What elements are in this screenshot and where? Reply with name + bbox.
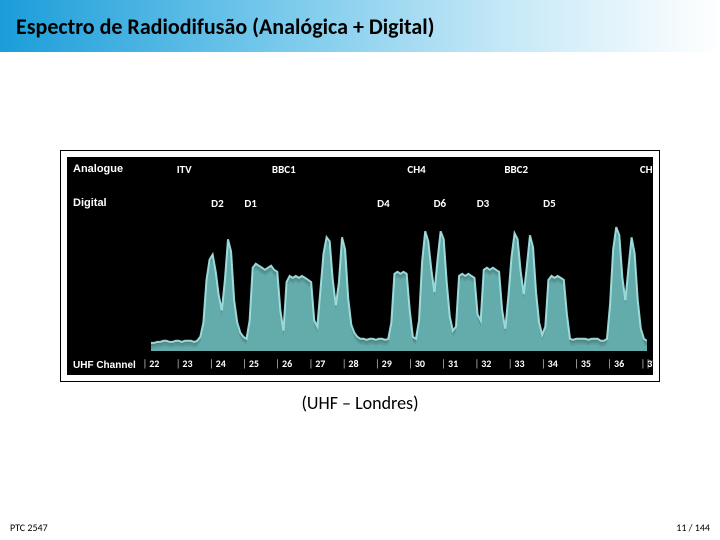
digital-mux-label: D3	[477, 197, 490, 210]
spectrum-trace-area	[151, 219, 647, 351]
xaxis-tick: |35	[574, 357, 591, 370]
xaxis-tick: |32	[475, 357, 492, 370]
analogue-row-label: Analogue	[67, 163, 151, 175]
spectrum-panel: Analogue ITVBBC1CH4BBC2CH5 Digital D2D1D…	[60, 150, 660, 382]
digital-mux-label: D4	[377, 197, 390, 210]
xaxis-tick: |24	[209, 357, 226, 370]
digital-mux-label: D1	[244, 197, 257, 210]
xaxis-tick: |27	[309, 357, 326, 370]
analogue-channel-label: CH5	[640, 163, 653, 176]
xaxis-tick: |29	[375, 357, 392, 370]
xaxis-tick-end: |	[646, 357, 653, 370]
xaxis-tick: |34	[541, 357, 558, 370]
footer-course-code: PTC 2547	[10, 521, 48, 534]
figure-caption: (UHF – Londres)	[0, 392, 720, 414]
xaxis-tick: |23	[176, 357, 193, 370]
xaxis-tick: |22	[143, 357, 160, 370]
xaxis-tick: |31	[441, 357, 458, 370]
spectrum-trace-svg	[151, 219, 647, 351]
digital-mux-label: D2	[211, 197, 224, 210]
xaxis-tick: |30	[408, 357, 425, 370]
spectrum-plot: Analogue ITVBBC1CH4BBC2CH5 Digital D2D1D…	[67, 157, 653, 375]
analogue-channel-label: ITV	[177, 163, 192, 176]
analogue-channel-label: CH4	[407, 163, 425, 176]
xaxis-label: UHF Channel	[67, 360, 151, 371]
title-bar: Espectro de Radiodifusão (Analógica + Di…	[0, 0, 720, 52]
xaxis-tick: |36	[607, 357, 624, 370]
xaxis-ticks: |22|23|24|25|26|27|28|29|30|31|32|33|34|…	[151, 357, 647, 371]
digital-mux-label: D6	[434, 197, 447, 210]
digital-mux-label: D5	[543, 197, 556, 210]
xaxis-tick: |28	[342, 357, 359, 370]
xaxis-tick: |33	[508, 357, 525, 370]
digital-labels: D2 D1 D4 D6 D3 D5	[151, 197, 647, 217]
footer-page-number: 11 / 144	[676, 521, 710, 534]
xaxis-tick: |26	[275, 357, 292, 370]
xaxis-tick: |25	[242, 357, 259, 370]
slide-title: Espectro de Radiodifusão (Analógica + Di…	[16, 13, 435, 40]
analogue-channel-label: BBC1	[272, 163, 296, 176]
analogue-channel-label: BBC2	[504, 163, 528, 176]
analogue-labels: ITVBBC1CH4BBC2CH5	[151, 163, 647, 183]
digital-row-label: Digital	[67, 197, 151, 209]
